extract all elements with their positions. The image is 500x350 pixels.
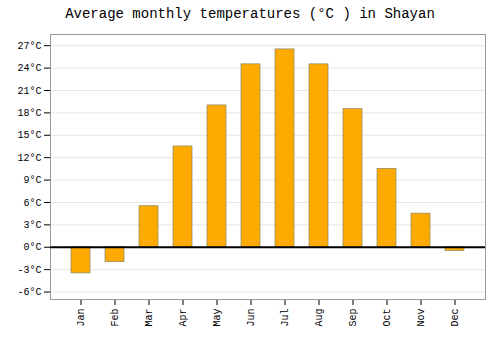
svg-text:Oct: Oct: [382, 309, 393, 327]
html-text:Average monthly temperatures (: Average monthly temperatures (°C ) in Sh…: [65, 6, 435, 22]
svg-text:May: May: [212, 309, 223, 327]
svg-text:Jul: Jul: [280, 309, 291, 327]
svg-text:-3°C: -3°C: [17, 265, 41, 276]
svg-text:9°C: 9°C: [23, 175, 41, 186]
svg-text:24°C: 24°C: [17, 63, 41, 74]
svg-text:Dec: Dec: [450, 309, 461, 327]
svg-text:15°C: 15°C: [17, 130, 41, 141]
svg-text:-6°C: -6°C: [17, 287, 41, 298]
svg-text:18°C: 18°C: [17, 108, 41, 119]
svg-text:Jan: Jan: [76, 309, 87, 327]
svg-text:Feb: Feb: [110, 309, 121, 327]
svg-text:Mar: Mar: [144, 309, 155, 327]
svg-text:12°C: 12°C: [17, 153, 41, 164]
svg-text:27°C: 27°C: [17, 41, 41, 52]
svg-text:Jun: Jun: [246, 309, 257, 327]
svg-text:6°C: 6°C: [23, 198, 41, 209]
svg-text:Aug: Aug: [314, 309, 325, 327]
svg-text:21°C: 21°C: [17, 86, 41, 97]
svg-text:Nov: Nov: [416, 309, 427, 327]
svg-text:3°C: 3°C: [23, 220, 41, 231]
svg-text:0°C: 0°C: [23, 242, 41, 253]
svg-text:Sep: Sep: [348, 309, 359, 327]
svg-text:Apr: Apr: [178, 309, 189, 327]
